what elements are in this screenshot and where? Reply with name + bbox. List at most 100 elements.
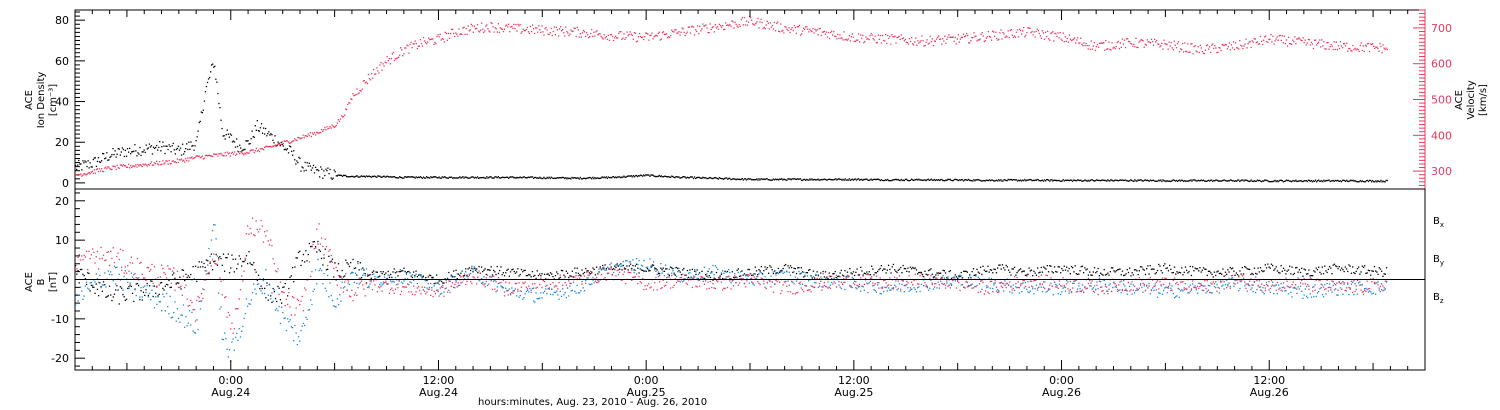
bx-point	[1347, 270, 1349, 273]
bz-point	[248, 233, 250, 235]
velocity-point	[1255, 42, 1257, 44]
by-point	[691, 277, 693, 279]
velocity-point	[674, 29, 676, 31]
bx-point	[896, 271, 898, 274]
bx-point	[1072, 267, 1074, 269]
velocity-point	[981, 32, 983, 34]
bx-point	[1007, 269, 1010, 271]
velocity-point	[308, 134, 310, 137]
by-point	[927, 289, 930, 291]
by-point	[954, 280, 956, 282]
density-point	[387, 176, 389, 178]
by-point	[709, 272, 712, 274]
velocity-point	[701, 28, 703, 30]
bx-point	[753, 273, 755, 275]
by-point	[508, 288, 510, 290]
bx-point	[1097, 267, 1099, 270]
density-point	[1238, 179, 1240, 181]
velocity-point	[871, 34, 873, 36]
bx-point	[1027, 273, 1029, 275]
bx-point	[889, 268, 891, 271]
density-point	[486, 176, 488, 178]
velocity-point	[1304, 39, 1306, 41]
bx-point	[577, 272, 580, 274]
by-point	[685, 274, 687, 276]
by-point	[975, 275, 977, 277]
velocity-point	[577, 29, 579, 31]
velocity-point	[1296, 38, 1298, 40]
bx-point	[478, 266, 480, 268]
density-point	[404, 176, 406, 178]
by-point	[543, 290, 546, 292]
bx-point	[560, 269, 563, 272]
bx-point	[95, 283, 97, 285]
velocity-point	[831, 30, 833, 32]
density-point	[359, 176, 361, 178]
density-point	[984, 180, 986, 182]
bx-point	[612, 268, 615, 270]
bx-point	[1142, 268, 1144, 270]
density-point	[808, 179, 810, 181]
bx-point	[110, 294, 112, 296]
density-point	[1351, 179, 1353, 182]
density-point	[1194, 179, 1196, 181]
density-point	[1082, 180, 1084, 182]
velocity-point	[278, 143, 280, 145]
density-point	[1092, 179, 1094, 182]
bx-point	[549, 272, 552, 274]
velocity-point	[1110, 49, 1112, 51]
bx-point	[167, 284, 169, 286]
by-point	[422, 275, 424, 277]
velocity-point	[788, 27, 790, 29]
bx-point	[135, 283, 137, 285]
by-point	[1256, 288, 1258, 291]
by-point	[577, 292, 580, 294]
density-point	[899, 179, 901, 182]
velocity-point	[676, 32, 678, 34]
velocity-point	[928, 42, 930, 44]
bx-point	[812, 270, 815, 272]
density-point	[738, 178, 740, 180]
velocity-point	[1030, 32, 1032, 34]
by-point	[1108, 284, 1110, 286]
bx-point	[1182, 274, 1184, 276]
by-point	[814, 281, 816, 284]
density-point	[798, 178, 801, 180]
density-point	[247, 140, 249, 142]
velocity-point	[484, 30, 486, 32]
by-point	[1156, 296, 1159, 298]
velocity-point	[1039, 35, 1041, 37]
density-point	[1190, 179, 1192, 181]
by-point	[898, 283, 901, 285]
velocity-point	[1293, 41, 1295, 43]
by-point	[347, 282, 349, 284]
density-point	[1048, 179, 1050, 181]
bx-point	[755, 270, 758, 272]
by-point	[994, 282, 996, 284]
velocity-point	[1285, 39, 1288, 41]
density-point	[1344, 180, 1346, 182]
by-point	[981, 288, 983, 290]
by-point	[233, 349, 235, 351]
by-point	[999, 282, 1001, 285]
bz-point	[82, 259, 84, 261]
velocity-point	[336, 122, 338, 124]
velocity-point	[1259, 35, 1262, 38]
density-point	[985, 179, 987, 181]
density-point	[1221, 180, 1223, 182]
by-point	[686, 277, 689, 279]
by-point	[460, 282, 462, 284]
velocity-point	[335, 124, 337, 127]
bx-point	[1291, 266, 1293, 268]
by-point	[398, 279, 400, 281]
velocity-point	[461, 33, 463, 36]
bx-point	[251, 264, 254, 266]
bx-point	[791, 266, 793, 269]
bz-point	[243, 270, 245, 272]
density-point	[526, 177, 528, 179]
density-point	[890, 179, 892, 182]
by-point	[471, 265, 473, 267]
density-point	[1051, 179, 1053, 181]
velocity-point	[1356, 48, 1358, 50]
velocity-point	[292, 140, 294, 142]
